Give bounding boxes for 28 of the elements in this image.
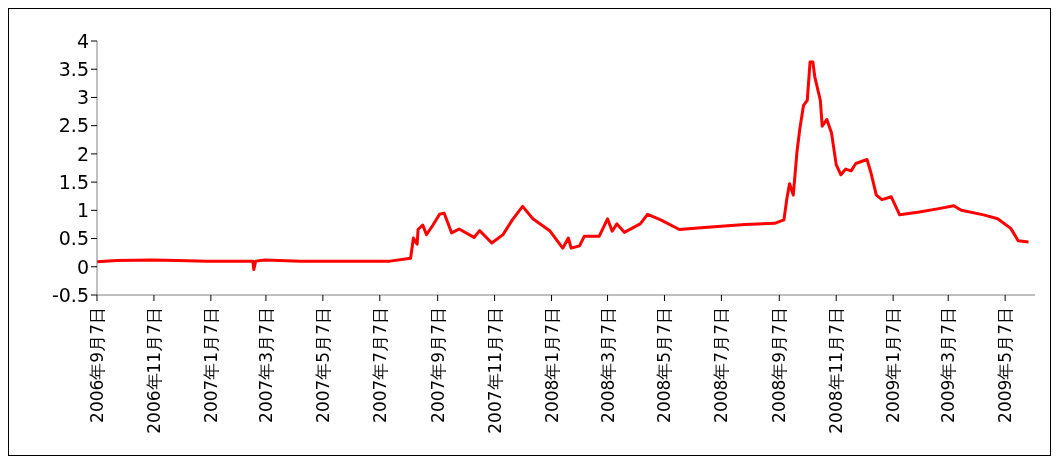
y-tick-label: 4 xyxy=(76,29,89,52)
y-tick-label: 0.5 xyxy=(58,227,89,250)
x-tick-label: 2007年1月7日 xyxy=(200,307,221,423)
y-tick-label: 1.5 xyxy=(58,170,89,193)
y-tick-label: -0.5 xyxy=(51,283,89,306)
x-tick-label: 2008年7月7日 xyxy=(711,307,732,423)
y-tick-label: 2 xyxy=(76,142,89,165)
y-tick-label: 3.5 xyxy=(58,57,89,80)
x-tick-label: 2007年9月7日 xyxy=(427,307,448,423)
y-tick-label: 3 xyxy=(76,86,89,109)
x-tick-label: 2009年5月7日 xyxy=(995,307,1016,423)
x-tick-label: 2008年3月7日 xyxy=(597,307,618,423)
x-tick-label: 2009年1月7日 xyxy=(883,307,904,423)
x-tick-label: 2008年11月7日 xyxy=(826,307,847,434)
x-tick-label: 2008年9月7日 xyxy=(769,307,790,423)
x-tick-label: 2008年5月7日 xyxy=(654,307,675,423)
line-series xyxy=(97,60,1030,272)
y-tick-label: 2.5 xyxy=(58,114,89,137)
x-tick-label: 2006年11月7日 xyxy=(143,307,164,434)
x-tick-label: 2006年9月7日 xyxy=(87,307,107,423)
x-tick-label: 2008年1月7日 xyxy=(541,307,562,423)
x-tick-label: 2009年3月7日 xyxy=(938,307,959,423)
x-tick-label: 2007年7月7日 xyxy=(369,307,390,423)
x-tick-label: 2007年3月7日 xyxy=(255,307,276,423)
y-tick-label: 0 xyxy=(76,255,89,278)
x-tick-label: 2007年5月7日 xyxy=(312,307,333,423)
x-tick-label: 2007年11月7日 xyxy=(484,307,505,434)
y-tick-label: 1 xyxy=(76,199,89,222)
